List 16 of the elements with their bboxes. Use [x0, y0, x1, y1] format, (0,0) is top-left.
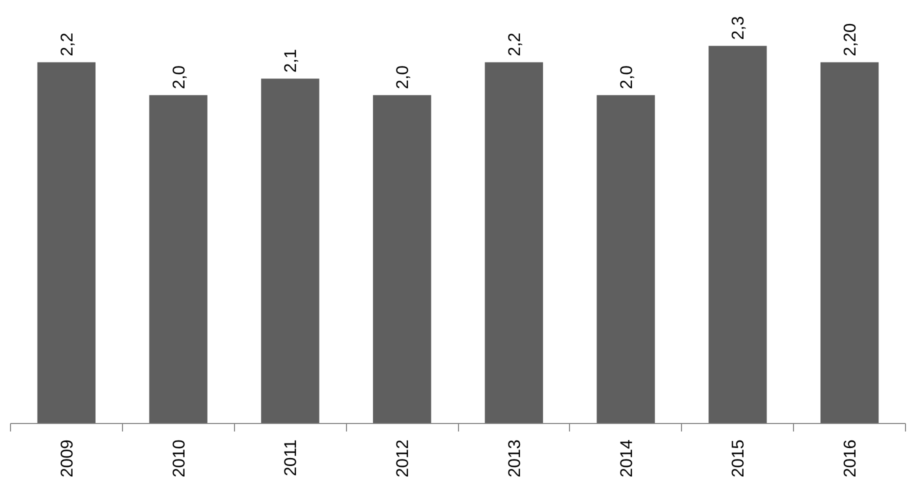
data-label: 2,20 — [840, 23, 860, 56]
data-label: 2,2 — [57, 32, 76, 56]
data-label: 2,0 — [169, 65, 188, 90]
x-tick-label: 2012 — [393, 439, 412, 478]
x-tick-label: 2014 — [616, 439, 636, 478]
data-label: 2,1 — [281, 49, 300, 73]
data-label: 2,0 — [616, 65, 636, 90]
x-tick-label: 2016 — [840, 439, 860, 478]
x-tick-label: 2013 — [504, 439, 524, 478]
x-tick-label: 2010 — [169, 439, 188, 478]
x-tick-label: 2011 — [281, 439, 300, 476]
data-label: 2,2 — [504, 32, 524, 56]
x-tick-label: 2015 — [728, 439, 748, 478]
data-label: 2,3 — [728, 16, 748, 40]
x-tick-label: 2009 — [57, 439, 76, 478]
data-label: 2,0 — [393, 65, 412, 90]
